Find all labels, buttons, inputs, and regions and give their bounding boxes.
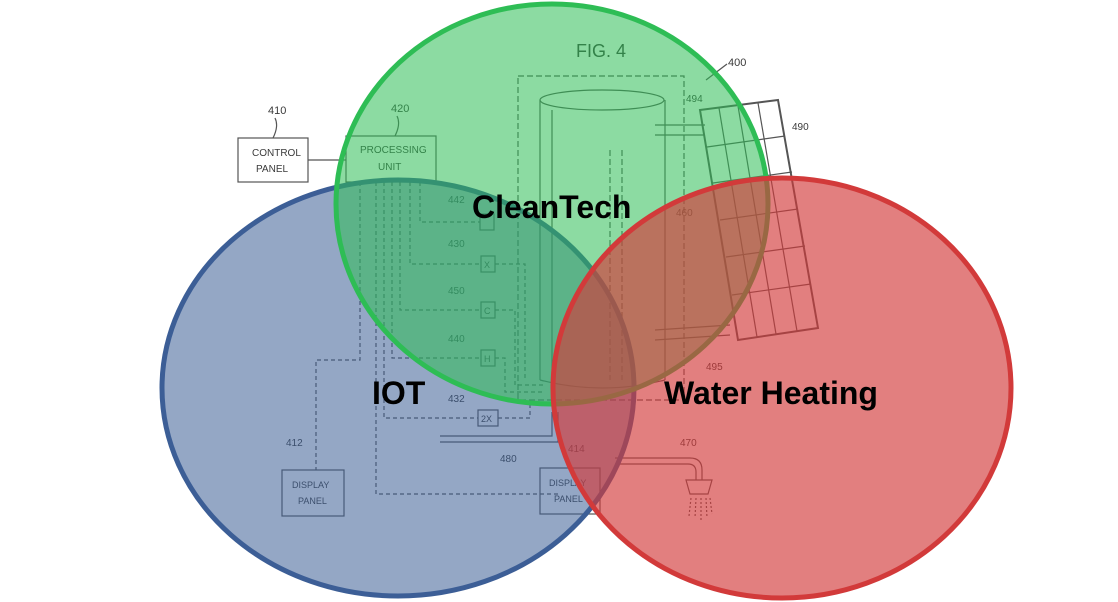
control-panel-box: [237, 137, 309, 183]
cleantech-label: CleanTech: [472, 189, 631, 225]
water-heating-label: Water Heating: [664, 375, 878, 411]
ref-400: 400: [728, 57, 746, 69]
ref-490: 490: [792, 122, 809, 133]
control-panel-line1: CONTROL: [252, 148, 301, 159]
ref-410-leader: [272, 117, 278, 139]
control-panel-line2: PANEL: [256, 164, 288, 175]
water-heating-circle: [550, 175, 1014, 601]
ref-410: 410: [268, 105, 286, 117]
iot-label: IOT: [372, 375, 426, 411]
venn-circles: [159, 1, 1014, 601]
